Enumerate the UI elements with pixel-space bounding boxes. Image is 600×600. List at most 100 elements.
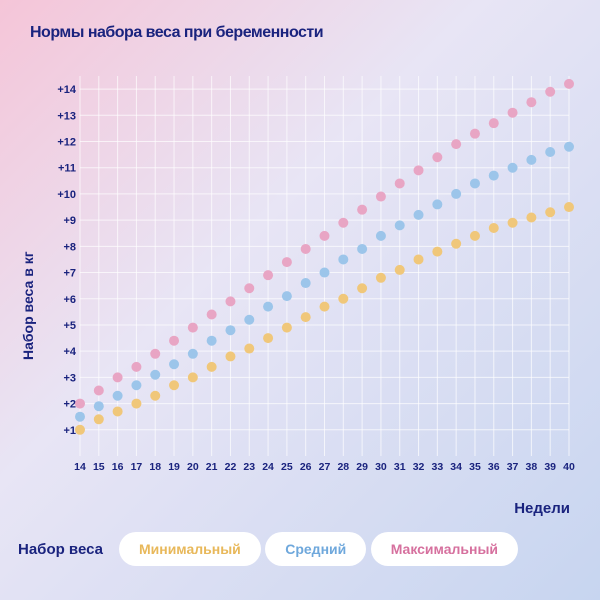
data-point [451,239,461,249]
data-point [338,294,348,304]
data-point [489,118,499,128]
svg-text:28: 28 [337,461,349,473]
svg-text:24: 24 [262,461,274,473]
data-point [526,213,536,223]
legend-item: Максимальный [371,532,518,566]
y-axis-label: Набор веса в кг [20,251,36,360]
data-point [150,349,160,359]
data-point [564,79,574,89]
data-point [489,171,499,181]
data-point [282,323,292,333]
svg-text:+11: +11 [58,163,76,175]
svg-text:14: 14 [74,461,86,473]
svg-text:17: 17 [131,461,143,473]
svg-text:29: 29 [356,461,368,473]
data-point [451,139,461,149]
data-point [508,108,518,118]
data-point [489,223,499,233]
svg-text:+2: +2 [63,399,76,411]
svg-text:+14: +14 [57,84,77,96]
data-point [225,296,235,306]
svg-text:16: 16 [112,461,124,473]
data-point [470,178,480,188]
data-point [301,312,311,322]
svg-text:31: 31 [394,461,406,473]
svg-text:36: 36 [488,461,500,473]
svg-text:+10: +10 [57,189,76,201]
data-point [207,336,217,346]
svg-text:32: 32 [413,461,425,473]
svg-text:15: 15 [93,461,105,473]
data-point [75,399,85,409]
svg-text:34: 34 [450,461,462,473]
x-ticks: 1415161718192021222324252627282930313233… [74,461,575,473]
data-point [564,142,574,152]
data-point [526,97,536,107]
data-point [376,273,386,283]
data-point [357,244,367,254]
x-axis-label: Недели [514,500,570,517]
data-point [244,283,254,293]
legend-item: Средний [265,532,366,566]
svg-text:+7: +7 [63,268,76,280]
svg-text:+13: +13 [57,110,76,122]
data-point [188,323,198,333]
svg-text:+8: +8 [63,241,76,253]
svg-text:+9: +9 [63,215,76,227]
legend-item: Минимальный [119,532,261,566]
data-point [244,315,254,325]
svg-text:35: 35 [469,461,481,473]
data-point [526,155,536,165]
svg-text:25: 25 [281,461,293,473]
svg-text:+12: +12 [57,137,76,149]
data-point [113,406,123,416]
data-point [301,278,311,288]
svg-text:27: 27 [319,461,331,473]
data-point [131,399,141,409]
data-point [169,359,179,369]
svg-text:37: 37 [507,461,519,473]
data-point [470,231,480,241]
data-point [282,291,292,301]
data-point [244,344,254,354]
data-point [75,412,85,422]
svg-text:23: 23 [243,461,255,473]
chart-svg: +1+2+3+4+5+6+7+8+9+10+11+12+13+141415161… [50,70,575,480]
data-point [282,257,292,267]
data-point [451,189,461,199]
data-point [263,302,273,312]
svg-text:+4: +4 [63,346,76,358]
data-point [432,247,442,257]
data-point [338,218,348,228]
svg-text:40: 40 [563,461,575,473]
svg-text:21: 21 [206,461,218,473]
data-point [263,333,273,343]
data-point [470,129,480,139]
svg-text:+6: +6 [63,294,76,306]
data-point [357,205,367,215]
data-point [357,283,367,293]
chart-title: Нормы набора веса при беременности [30,24,323,42]
data-point [207,309,217,319]
svg-text:22: 22 [225,461,237,473]
legend-title: Набор веса [18,541,103,558]
chart-area: +1+2+3+4+5+6+7+8+9+10+11+12+13+141415161… [50,70,575,470]
data-point [395,265,405,275]
data-point [338,254,348,264]
svg-text:26: 26 [300,461,312,473]
data-point [207,362,217,372]
data-point [301,244,311,254]
data-point [395,220,405,230]
svg-text:+3: +3 [63,372,76,384]
data-point [188,372,198,382]
data-point [113,391,123,401]
data-point [169,380,179,390]
data-point [94,385,104,395]
data-point [131,380,141,390]
data-point [432,152,442,162]
data-point [414,165,424,175]
svg-text:20: 20 [187,461,199,473]
svg-text:33: 33 [432,461,444,473]
data-point [545,87,555,97]
svg-text:30: 30 [375,461,387,473]
